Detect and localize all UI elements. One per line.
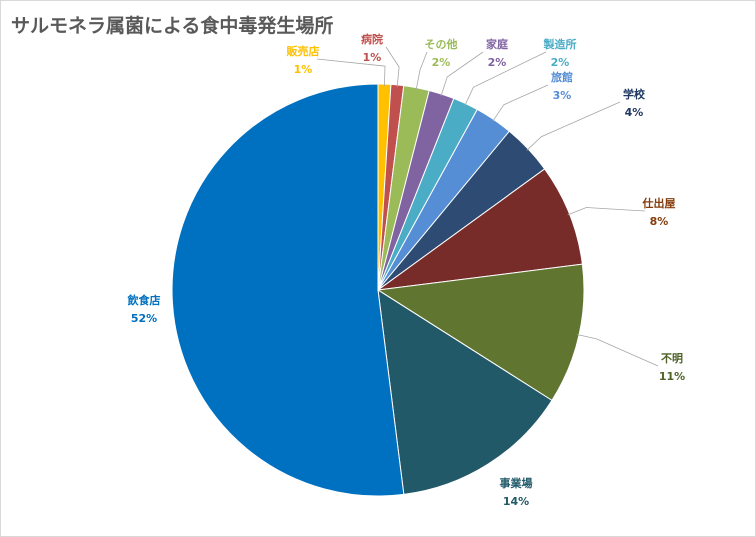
leader-line-旅館 bbox=[492, 84, 549, 122]
data-label-name-飲食店: 飲食店 bbox=[127, 293, 161, 307]
data-label-name-不明: 不明 bbox=[661, 352, 683, 365]
leader-line-病院 bbox=[385, 46, 400, 87]
data-label-pct-仕出屋: 8% bbox=[650, 215, 669, 228]
data-label-pct-製造所: 2% bbox=[551, 56, 570, 69]
data-label-pct-学校: 4% bbox=[625, 106, 644, 119]
data-label-pct-事業場: 14% bbox=[503, 495, 529, 508]
leader-line-不明 bbox=[577, 334, 659, 367]
data-label-pct-旅館: 3% bbox=[553, 89, 572, 102]
leader-line-製造所 bbox=[464, 51, 547, 106]
data-label-name-病院: 病院 bbox=[361, 32, 383, 46]
slice-事業場 bbox=[377, 289, 553, 495]
data-label-name-事業場: 事業場 bbox=[500, 476, 533, 490]
data-label-name-仕出屋: 仕出屋 bbox=[642, 196, 676, 210]
data-label-pct-販売店: 1% bbox=[294, 63, 313, 76]
chart-title: サルモネラ属菌による食中毒発生場所 bbox=[11, 15, 334, 37]
leader-line-仕出屋 bbox=[567, 207, 646, 216]
data-label-pct-家庭: 2% bbox=[488, 56, 507, 69]
leader-line-家庭 bbox=[440, 51, 484, 97]
data-label-name-家庭: 家庭 bbox=[486, 37, 508, 51]
data-label-pct-病院: 1% bbox=[363, 51, 382, 64]
slice-飲食店 bbox=[171, 83, 405, 497]
leader-line-学校 bbox=[526, 101, 621, 151]
leader-line-その他 bbox=[415, 51, 428, 90]
data-label-name-製造所: 製造所 bbox=[543, 37, 577, 51]
data-label-name-販売店: 販売店 bbox=[287, 44, 320, 58]
data-label-pct-飲食店: 52% bbox=[131, 312, 157, 325]
data-label-pct-不明: 11% bbox=[659, 370, 685, 383]
data-label-pct-その他: 2% bbox=[432, 56, 451, 69]
leader-line-販売店 bbox=[316, 58, 386, 87]
data-label-name-学校: 学校 bbox=[623, 87, 646, 101]
data-label-name-その他: その他 bbox=[425, 37, 458, 51]
data-label-name-旅館: 旅館 bbox=[551, 70, 573, 84]
